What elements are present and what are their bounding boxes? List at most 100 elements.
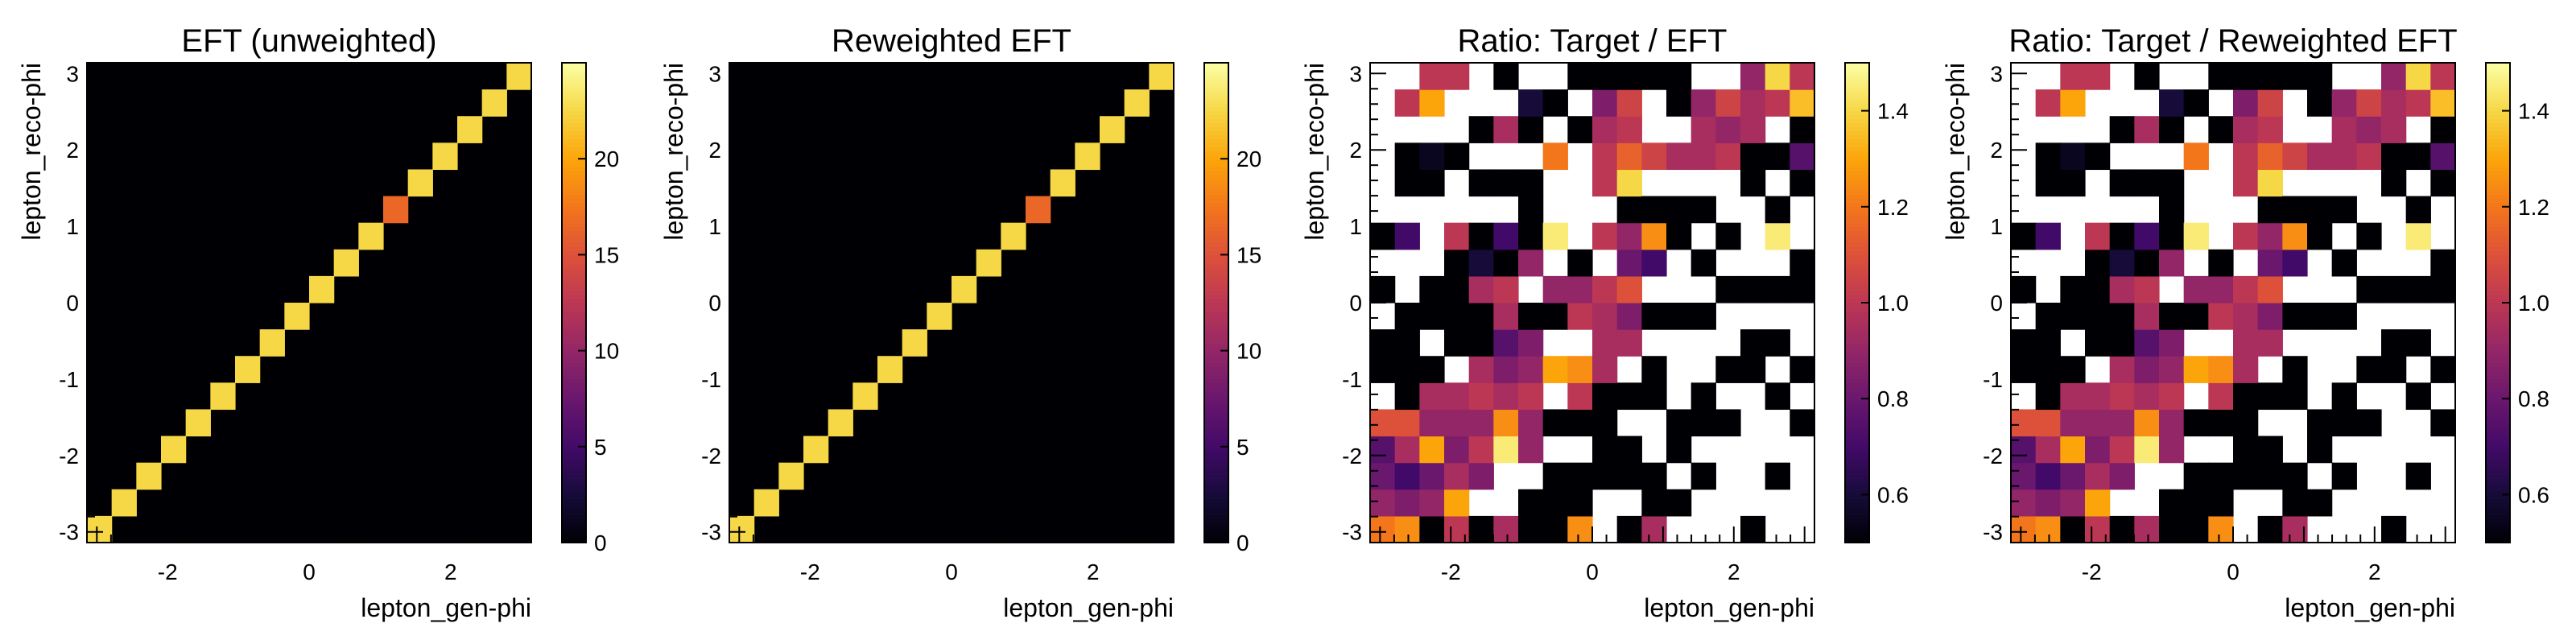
colorbar-step <box>2486 238 2510 244</box>
heatmap-cell <box>1419 489 1445 517</box>
colorbar-step <box>2486 70 2510 76</box>
heatmap-cell <box>2233 356 2259 383</box>
heatmap-cell <box>1493 222 1519 250</box>
colorbar-step <box>2486 407 2510 411</box>
colorbar-step <box>1845 446 1869 452</box>
colorbar-step <box>2486 430 2510 436</box>
colorbar-step <box>562 310 586 316</box>
heatmap-cell <box>1740 63 1766 90</box>
colorbar-step <box>1845 234 1869 240</box>
heatmap-cell <box>2257 196 2283 224</box>
heatmap-cell <box>2183 275 2209 303</box>
heatmap-cell <box>1740 329 1766 357</box>
colorbar-step <box>2486 338 2510 344</box>
colorbar-step <box>2486 530 2510 535</box>
heatmap-cell <box>2356 356 2382 383</box>
heatmap-cell <box>2331 196 2357 224</box>
y-tick-label: -3 <box>701 520 721 545</box>
y-axis-label: lepton_reco-phi <box>659 63 688 241</box>
colorbar-step <box>562 374 586 380</box>
y-tick-label: 3 <box>708 61 721 86</box>
heatmap-cell <box>1542 462 1568 490</box>
heatmap-cell <box>2405 142 2431 171</box>
heatmap-cell <box>1616 249 1642 277</box>
colorbar-step <box>2486 94 2510 100</box>
heatmap-cell <box>1419 275 1445 303</box>
colorbar-step <box>1204 270 1228 276</box>
colorbar-step <box>1204 155 1228 159</box>
colorbar-step <box>1204 434 1228 440</box>
chart-title: EFT (unweighted) <box>181 23 436 59</box>
heatmap-cell <box>1468 275 1494 303</box>
colorbar-step <box>562 110 586 116</box>
x-tick-label: -2 <box>2082 559 2102 584</box>
colorbar-step <box>562 530 586 535</box>
heatmap-cell <box>235 356 261 383</box>
colorbar-step <box>1204 502 1228 508</box>
colorbar-step <box>1204 526 1228 531</box>
colorbar-step <box>562 318 586 324</box>
heatmap-cell <box>2085 436 2111 464</box>
heatmap-cell <box>2085 63 2111 90</box>
heatmap-cell <box>2085 222 2111 250</box>
colorbar-step <box>1204 402 1228 407</box>
heatmap-cell <box>2208 116 2234 143</box>
colorbar-step <box>1204 362 1228 368</box>
heatmap-cell <box>2430 275 2456 303</box>
colorbar-tick-label: 0 <box>594 530 607 555</box>
colorbar-step <box>562 234 586 240</box>
heatmap-cell <box>1444 303 1470 330</box>
heatmap-cell <box>2233 436 2259 464</box>
y-tick-label: 2 <box>1990 138 2003 163</box>
heatmap-cell <box>2060 275 2086 303</box>
x-tick-label: 2 <box>444 559 457 584</box>
colorbar-step <box>2486 155 2510 159</box>
colorbar-tick-label: 1.4 <box>2518 99 2549 124</box>
heatmap-cell <box>2208 489 2234 517</box>
colorbar-step <box>1845 342 1869 348</box>
colorbar-step <box>562 486 586 492</box>
heatmap-cell <box>2381 356 2407 383</box>
heatmap-cell <box>1740 275 1766 303</box>
colorbar-step <box>562 151 586 156</box>
heatmap-cell <box>1518 116 1544 143</box>
heatmap-cell <box>2233 382 2259 411</box>
colorbar-step <box>562 506 586 512</box>
colorbar-step <box>2486 330 2510 336</box>
colorbar-step <box>2486 334 2510 340</box>
heatmap-cell <box>1790 63 1815 90</box>
colorbar-step <box>1204 407 1228 411</box>
chart-title: Ratio: Target / EFT <box>1458 23 1728 59</box>
colorbar-step <box>2486 138 2510 144</box>
heatmap-cell <box>1765 275 1790 303</box>
colorbar-step <box>562 206 586 212</box>
heatmap-cell <box>2159 89 2185 117</box>
colorbar-step <box>1204 382 1228 388</box>
colorbar-tick-label: 5 <box>1236 435 1249 460</box>
y-tick-label: -1 <box>701 367 721 392</box>
colorbar-step <box>1845 202 1869 208</box>
heatmap-cell <box>1715 222 1741 250</box>
colorbar-step <box>1204 438 1228 444</box>
heatmap-cell <box>2109 249 2135 277</box>
colorbar-step <box>562 539 586 543</box>
heatmap-cell <box>2134 515 2160 543</box>
colorbar-step <box>2486 214 2510 220</box>
heatmap-cell <box>1370 275 1396 303</box>
heatmap-cell <box>1790 116 1815 143</box>
x-axis-label: lepton_gen-phi <box>361 593 531 622</box>
colorbar-step <box>1845 230 1869 236</box>
y-tick-label: 0 <box>66 291 79 316</box>
heatmap-cell <box>1444 409 1470 437</box>
heatmap-cell <box>2134 409 2160 437</box>
heatmap-cell <box>1518 89 1544 117</box>
colorbar-step <box>1204 86 1228 92</box>
colorbar-tick-label: 5 <box>594 435 607 460</box>
colorbar-step <box>2486 114 2510 120</box>
heatmap-cell <box>1394 462 1420 490</box>
colorbar-step <box>1204 326 1228 332</box>
colorbar-step <box>1845 466 1869 472</box>
heatmap-cell <box>2307 489 2333 517</box>
colorbar-step <box>562 454 586 460</box>
colorbar-step <box>2486 462 2510 468</box>
